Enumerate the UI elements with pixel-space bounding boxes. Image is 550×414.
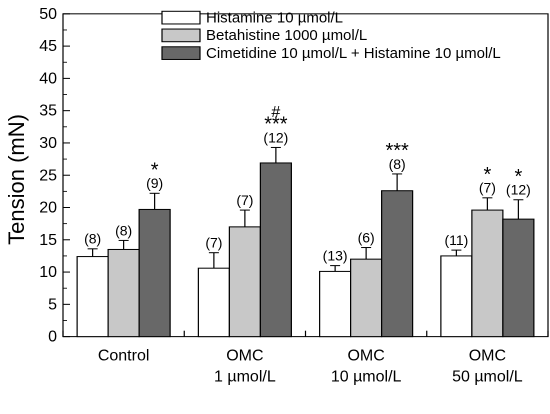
bar <box>471 209 504 338</box>
y-tick-label: 10 <box>39 264 57 281</box>
x-tick-label: OMC <box>347 348 384 365</box>
significance-mark: *** <box>385 140 409 162</box>
y-tick-label: 50 <box>39 6 57 23</box>
y-tick-label: 0 <box>48 329 57 346</box>
significance-mark: * <box>514 166 522 188</box>
bar <box>197 267 230 338</box>
n-label: (7) <box>205 235 222 251</box>
significance-mark-hash: # <box>271 104 280 121</box>
n-label: (12) <box>506 182 531 198</box>
y-tick-label: 15 <box>39 232 57 249</box>
x-tick-label: OMC <box>469 348 506 365</box>
n-label: (9) <box>146 175 163 191</box>
n-label: (7) <box>236 192 253 208</box>
y-tick-label: 20 <box>39 200 57 217</box>
y-tick-label: 45 <box>39 38 57 55</box>
n-label: (8) <box>84 231 101 247</box>
y-axis-label: Tension (mN) <box>4 114 29 245</box>
bar <box>228 226 261 338</box>
bar <box>76 256 109 338</box>
significance-mark: * <box>483 164 491 186</box>
n-label: (13) <box>323 248 348 264</box>
significance-mark: *** <box>264 114 288 136</box>
bar <box>138 208 171 338</box>
bar <box>440 255 473 338</box>
legend-swatch <box>161 10 201 25</box>
y-tick-label: 5 <box>48 296 57 313</box>
y-tick-label: 35 <box>39 103 57 120</box>
chart-bars <box>76 146 535 338</box>
x-tick-label: 1 µmol/L <box>214 369 276 386</box>
legend-label: Histamine 10 µmol/L <box>206 9 343 26</box>
legend-swatch <box>161 28 201 43</box>
x-category-labels: Control OMC 1 µmol/L OMC 10 µmol/L OMC 50 µmol… <box>98 348 523 386</box>
bar <box>350 258 383 338</box>
chart-axes: 0 5 10 15 20 25 30 35 40 45 50 <box>39 6 549 346</box>
x-tick-label: Control <box>98 348 150 365</box>
x-tick-label: 50 µmol/L <box>452 369 523 386</box>
x-tick-label: 10 µmol/L <box>331 369 402 386</box>
significance-mark: * <box>151 159 159 181</box>
y-tick-label: 40 <box>39 70 57 87</box>
n-label: (12) <box>263 129 288 145</box>
y-tick-label: 25 <box>39 167 57 184</box>
bar <box>107 248 140 338</box>
n-label: (11) <box>444 232 468 248</box>
y-tick-label: 30 <box>39 135 57 152</box>
legend-label: Betahistine 1000 µmol/L <box>206 27 367 44</box>
chart-annotations: (8) (7)(13)(11)(8)(7)(6)(7)*(9)*(12)***#(… <box>84 104 531 263</box>
bar <box>502 218 535 338</box>
n-label: (8) <box>389 156 406 172</box>
bar <box>381 190 414 338</box>
n-label: (6) <box>358 229 375 245</box>
bar <box>319 270 352 338</box>
chart-body: 0 5 10 15 20 25 30 35 40 45 50 (8) (7) (13) (11) (8) (7)… <box>4 6 549 346</box>
n-label: (7) <box>479 180 496 196</box>
x-tick-label: OMC <box>226 348 263 365</box>
n-label: (8) <box>115 222 132 238</box>
legend-label: Cimetidine 10 µmol/L + Histamine 10 µmol… <box>206 45 501 62</box>
legend-swatch <box>161 46 201 60</box>
bar <box>259 162 292 338</box>
